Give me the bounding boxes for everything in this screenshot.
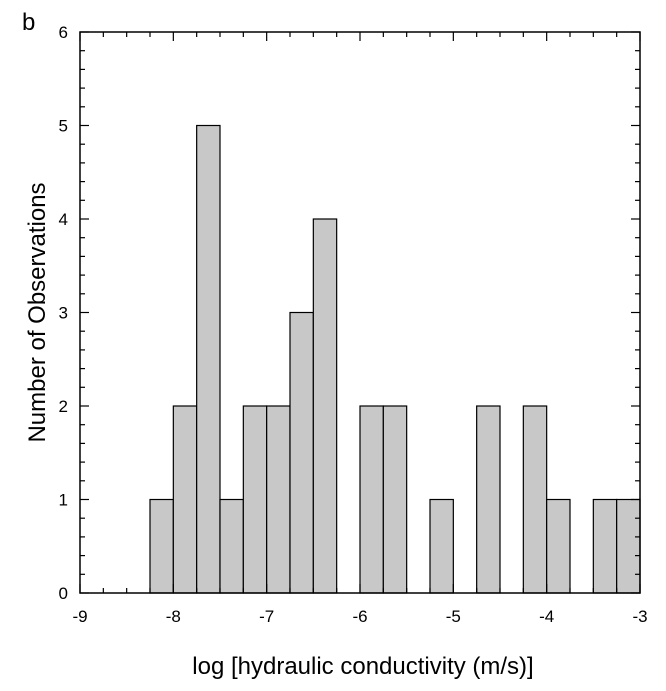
histogram-bar <box>312 218 338 594</box>
histogram-bar <box>616 498 641 594</box>
x-tick-label: -9 <box>72 607 87 626</box>
bars-group <box>149 124 641 594</box>
y-tick-label: 1 <box>59 491 68 510</box>
y-tick-label: 5 <box>59 117 68 136</box>
histogram-bar <box>242 405 268 594</box>
y-tick-label: 0 <box>59 584 68 603</box>
x-tick-label: -3 <box>632 607 647 626</box>
x-tick-label: -7 <box>259 607 274 626</box>
x-axis-title: log [hydraulic conductivity (m/s)] <box>192 653 533 680</box>
y-tick-label: 4 <box>59 210 68 229</box>
panel-label: b <box>22 9 35 36</box>
histogram-bar <box>429 498 454 594</box>
histogram-bar <box>546 498 571 594</box>
histogram-bar <box>359 405 384 594</box>
histogram-bar <box>266 405 291 594</box>
x-tick-label: -5 <box>446 607 461 626</box>
histogram-bar <box>522 405 548 594</box>
y-tick-label: 2 <box>59 397 68 416</box>
histogram-bar <box>592 498 618 594</box>
histogram-bar <box>196 124 221 594</box>
x-tick-label: -6 <box>352 607 367 626</box>
y-tick-label: 6 <box>59 23 68 42</box>
y-axis-title: Number of Observations <box>24 182 51 442</box>
plot-frame <box>79 31 641 594</box>
histogram-bar <box>289 311 314 594</box>
histogram-bar <box>476 405 501 594</box>
x-tick-label: -8 <box>166 607 181 626</box>
x-tick-label: -4 <box>539 607 554 626</box>
y-tick-label: 3 <box>59 304 68 323</box>
histogram-bar <box>172 405 198 594</box>
histogram-bar <box>382 405 408 594</box>
histogram-bar <box>219 498 244 594</box>
histogram-bar <box>149 498 174 594</box>
